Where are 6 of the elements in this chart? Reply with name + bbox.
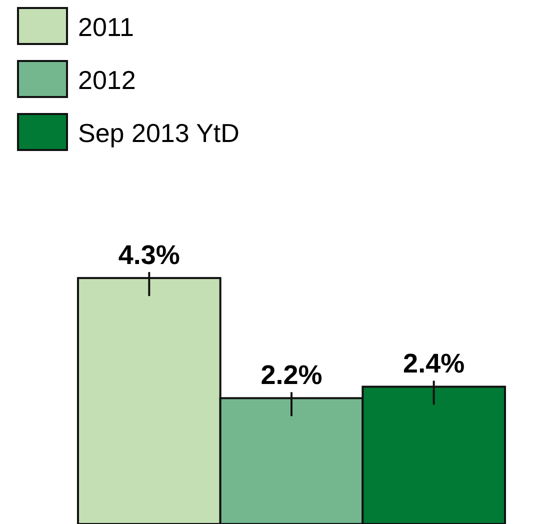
- legend-label: Sep 2013 YtD: [78, 118, 240, 148]
- legend-label: 2011: [78, 12, 134, 42]
- legend-label: 2012: [78, 65, 136, 95]
- data-label: 4.3%: [118, 240, 180, 270]
- data-label: 2.4%: [403, 348, 465, 379]
- data-label: 2.2%: [260, 360, 322, 390]
